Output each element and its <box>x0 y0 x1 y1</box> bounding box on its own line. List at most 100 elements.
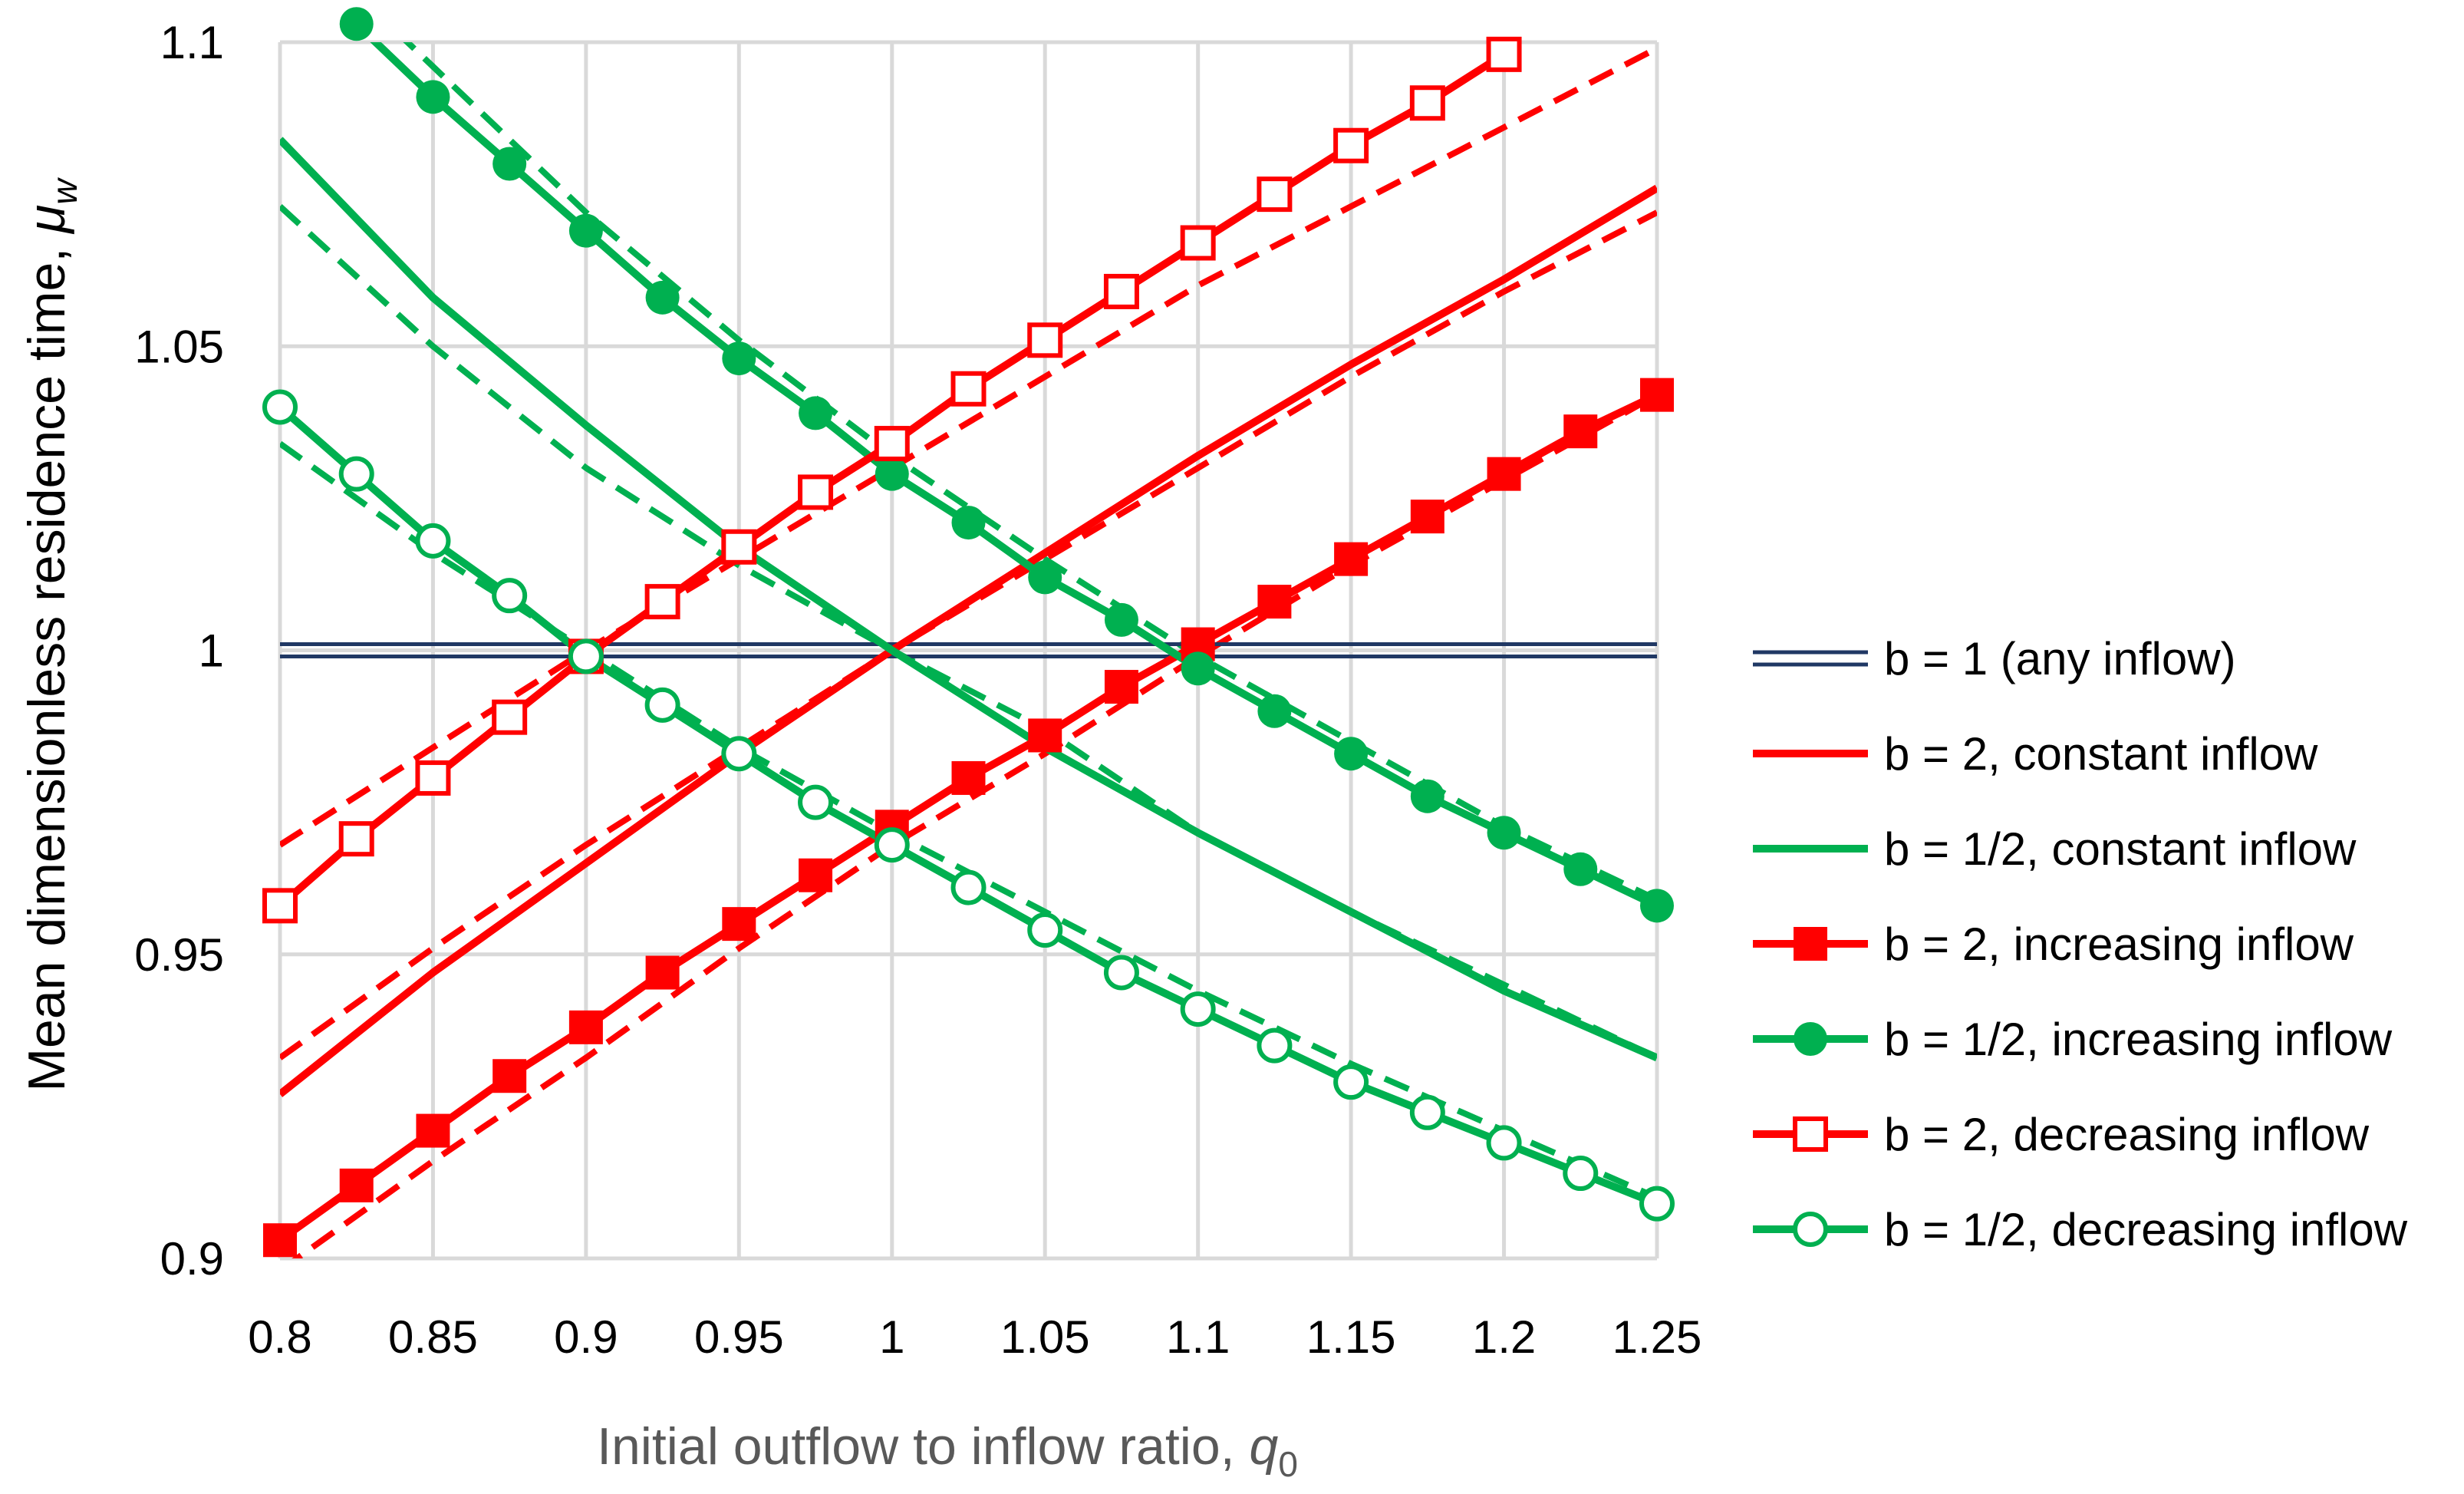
series-6-point <box>338 456 374 492</box>
series-4-point <box>951 506 986 540</box>
series-5-point <box>262 888 298 924</box>
series-4-point <box>339 7 374 41</box>
series-6-point <box>798 784 834 820</box>
legend: b = 1 (any inflow) b = 2, constant inflow… <box>1753 633 2408 1255</box>
legend-swatch-marker <box>1793 1116 1828 1152</box>
series-4-point <box>1181 651 1215 686</box>
x-tick-label: 1 <box>879 1311 904 1363</box>
series-6-point <box>568 638 604 674</box>
x-tick-label: 0.9 <box>554 1311 618 1363</box>
series-3-point <box>1640 378 1674 412</box>
series-6-point <box>1027 912 1063 948</box>
x-tick-label: 0.8 <box>248 1311 311 1363</box>
y-tick-label: 1.05 <box>134 321 224 372</box>
legend-swatch-marker <box>1794 927 1827 961</box>
series-3-point <box>1487 457 1521 491</box>
series-5-point <box>798 474 834 510</box>
series-4-point <box>875 457 909 491</box>
legend-swatch-marker <box>1793 1212 1828 1247</box>
x-tick-label: 1.05 <box>1000 1311 1090 1363</box>
series-3-point <box>1257 585 1292 619</box>
series-4-point <box>568 213 603 248</box>
series-6-point <box>1257 1027 1293 1064</box>
x-tick-label: 1.2 <box>1472 1311 1536 1363</box>
y-axis-label: Mean dimensionless residence time, μw <box>18 177 84 1092</box>
series-3-point <box>416 1113 450 1148</box>
series-3-point <box>645 955 680 990</box>
series-5-point <box>492 699 528 735</box>
series-4-point <box>799 396 833 430</box>
series-6-point <box>1333 1064 1369 1100</box>
series-5-point <box>644 584 680 620</box>
series-6-point <box>874 827 910 863</box>
series-5-point <box>1257 176 1293 213</box>
x-tick-label: 0.85 <box>388 1311 478 1363</box>
series-6-point <box>644 687 680 723</box>
series-4-point <box>1410 779 1444 813</box>
y-tick-label: 1.1 <box>160 17 224 68</box>
legend-label: b = 2, increasing inflow <box>1884 918 2354 970</box>
grid-lines <box>278 40 1659 1261</box>
series-3-point <box>1563 414 1598 449</box>
series-5-point <box>1027 322 1063 358</box>
series-6-point <box>1486 1125 1522 1161</box>
series-3-point <box>1410 500 1444 534</box>
series-line-11 <box>280 45 1657 848</box>
series-6-point <box>1639 1186 1675 1222</box>
x-tick-label: 1.1 <box>1166 1311 1230 1363</box>
series-3-point <box>1334 542 1369 576</box>
y-tick-label: 0.95 <box>134 929 224 981</box>
series-6-point <box>1103 955 1139 991</box>
legend-swatch-marker <box>1794 1022 1827 1056</box>
series-5-point <box>338 821 374 857</box>
series-6-point <box>262 389 298 425</box>
series-5-point <box>1180 225 1216 261</box>
series-line-12 <box>280 440 1657 1201</box>
series-3-point <box>799 858 833 892</box>
series-3-point <box>722 907 756 942</box>
series-6-point <box>415 523 451 559</box>
series-line-1 <box>280 184 1657 1097</box>
series-4-point <box>492 147 527 181</box>
series-3-point <box>568 1010 603 1044</box>
series-4-point <box>416 80 450 114</box>
series-line-2 <box>280 137 1657 1062</box>
series-5-point <box>415 760 451 796</box>
legend-label: b = 1 (any inflow) <box>1884 633 2236 684</box>
series-4-point <box>1487 816 1521 850</box>
legend-label: b = 1/2, constant inflow <box>1884 823 2357 875</box>
series-3-point <box>1028 718 1062 753</box>
series-3-point <box>951 760 986 795</box>
series-markers <box>262 7 1675 1258</box>
series-line-7 <box>280 209 1657 1060</box>
series-4-point <box>1257 694 1292 728</box>
legend-label: b = 1/2, decreasing inflow <box>1884 1204 2408 1255</box>
series-3-point <box>263 1223 297 1258</box>
legend-label: b = 2, decreasing inflow <box>1884 1109 2370 1160</box>
legend-label: b = 2, constant inflow <box>1884 728 2318 780</box>
series-4-point <box>1563 852 1598 886</box>
series-4-point <box>722 341 756 376</box>
y-tick-label: 0.9 <box>160 1233 224 1285</box>
series-5-point <box>1103 273 1139 309</box>
series-6-point <box>1180 991 1216 1027</box>
series-4-point <box>1640 889 1674 923</box>
series-4-point <box>1104 602 1138 637</box>
series-3-point <box>1104 670 1138 704</box>
series-4-point <box>1028 560 1062 595</box>
series-5-point <box>1409 85 1445 121</box>
x-tick-label: 1.15 <box>1306 1311 1396 1363</box>
series-6-point <box>950 869 987 905</box>
series-5-point <box>1333 127 1369 163</box>
series-5-point <box>950 371 987 407</box>
series-3-point <box>492 1059 527 1093</box>
x-tick-labels: 0.8 0.85 0.9 0.95 1 1.05 1.1 1.15 1.2 1.25 <box>248 1311 1701 1363</box>
series-6-point <box>1563 1156 1599 1192</box>
x-tick-label: 1.25 <box>1612 1311 1702 1363</box>
series-5-point <box>1486 36 1522 72</box>
series-4-point <box>645 280 680 315</box>
series-6-point <box>1409 1094 1445 1130</box>
series-4-point <box>1334 737 1369 771</box>
series-5-point <box>874 426 910 462</box>
